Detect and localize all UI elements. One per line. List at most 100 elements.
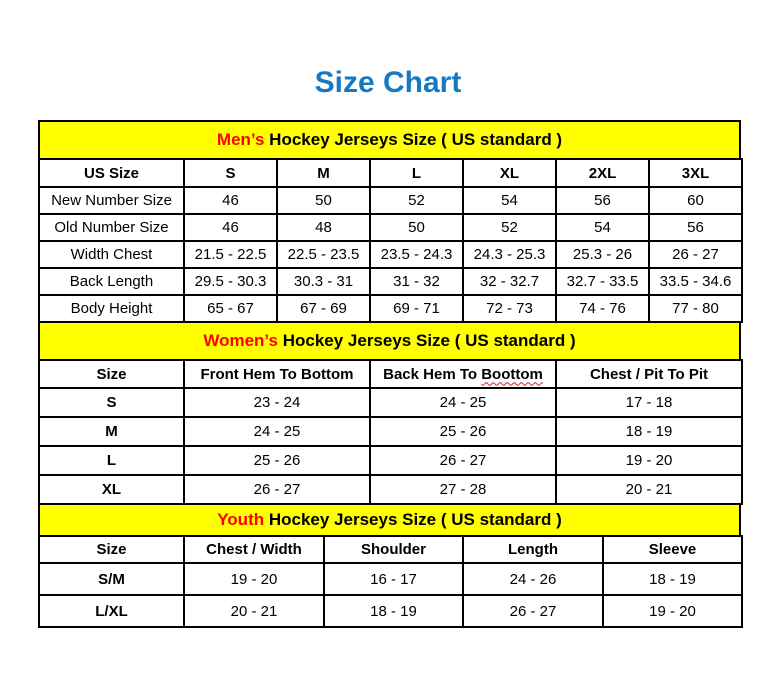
youth-banner-rest: Hockey Jerseys Size ( US standard ) [264,510,562,529]
column-header: Front Hem To Bottom [183,359,371,389]
youth-banner-text: Youth Hockey Jerseys Size ( US standard … [217,510,562,530]
column-header: M [276,158,371,188]
size-value-cell: 25 - 26 [183,445,371,476]
size-value-cell: 29.5 - 30.3 [183,267,278,296]
column-header: 3XL [648,158,743,188]
size-value-cell: 74 - 76 [555,294,650,323]
size-value-cell: 20 - 21 [183,594,325,628]
size-value-cell: 33.5 - 34.6 [648,267,743,296]
women-banner-highlight: Women’s [203,331,278,350]
size-value-cell: 67 - 69 [276,294,371,323]
column-header-misspelled: Back Hem To Boottom [369,359,557,389]
size-value-cell: 46 [183,213,278,242]
table-row: L 25 - 26 26 - 27 19 - 20 [38,445,743,476]
size-value-cell: 17 - 18 [555,387,743,418]
table-row: XL 26 - 27 27 - 28 20 - 21 [38,474,743,505]
size-value-cell: 23.5 - 24.3 [369,240,464,269]
table-row: S 23 - 24 24 - 25 17 - 18 [38,387,743,418]
table-row: Body Height 65 - 67 67 - 69 69 - 71 72 -… [38,294,743,323]
row-label: L [38,445,185,476]
size-value-cell: 48 [276,213,371,242]
row-label: M [38,416,185,447]
column-header: Length [462,535,604,564]
table-row: L/XL 20 - 21 18 - 19 26 - 27 19 - 20 [38,594,743,628]
size-value-cell: 19 - 20 [555,445,743,476]
size-value-cell: 26 - 27 [648,240,743,269]
row-label: Width Chest [38,240,185,269]
column-header: Size [38,535,185,564]
table-row: S/M 19 - 20 16 - 17 24 - 26 18 - 19 [38,562,743,596]
size-value-cell: 23 - 24 [183,387,371,418]
size-value-cell: 31 - 32 [369,267,464,296]
column-header: US Size [38,158,185,188]
column-header: Chest / Width [183,535,325,564]
size-value-cell: 32 - 32.7 [462,267,557,296]
column-header: L [369,158,464,188]
size-value-cell: 56 [648,213,743,242]
men-section-banner: Men’s Hockey Jerseys Size ( US standard … [38,120,741,160]
header-text-prefix: Back Hem To [383,365,482,383]
size-value-cell: 18 - 19 [602,562,743,596]
women-banner-rest: Hockey Jerseys Size ( US standard ) [277,331,576,350]
youth-banner-highlight: Youth [217,510,265,529]
women-size-table: Size Front Hem To Bottom Back Hem To Boo… [38,359,743,505]
size-value-cell: 25 - 26 [369,416,557,447]
size-value-cell: 52 [462,213,557,242]
row-label: Body Height [38,294,185,323]
size-value-cell: 60 [648,186,743,215]
men-banner-rest: Hockey Jerseys Size ( US standard ) [264,130,563,149]
size-value-cell: 24 - 25 [183,416,371,447]
men-size-table: US Size S M L XL 2XL 3XL New Number Size… [38,158,743,323]
table-row: Back Length 29.5 - 30.3 30.3 - 31 31 - 3… [38,267,743,296]
size-value-cell: 77 - 80 [648,294,743,323]
women-banner-text: Women’s Hockey Jerseys Size ( US standar… [203,331,575,351]
column-header: S [183,158,278,188]
page-title: Size Chart [314,66,462,99]
row-label: S/M [38,562,185,596]
size-value-cell: 24 - 26 [462,562,604,596]
table-row: New Number Size 46 50 52 54 56 60 [38,186,743,215]
women-section-banner: Women’s Hockey Jerseys Size ( US standar… [38,321,741,361]
youth-header-row: Size Chest / Width Shoulder Length Sleev… [38,535,743,564]
size-value-cell: 30.3 - 31 [276,267,371,296]
youth-size-table: Size Chest / Width Shoulder Length Sleev… [38,535,743,628]
size-chart-container: Men’s Hockey Jerseys Size ( US standard … [38,120,743,628]
size-value-cell: 26 - 27 [462,594,604,628]
column-header: Size [38,359,185,389]
size-value-cell: 24 - 25 [369,387,557,418]
size-value-cell: 19 - 20 [602,594,743,628]
size-value-cell: 54 [555,213,650,242]
size-value-cell: 26 - 27 [369,445,557,476]
size-value-cell: 69 - 71 [369,294,464,323]
size-value-cell: 27 - 28 [369,474,557,505]
misspelled-word: Boottom [481,365,543,383]
row-label: New Number Size [38,186,185,215]
size-value-cell: 54 [462,186,557,215]
table-row: Old Number Size 46 48 50 52 54 56 [38,213,743,242]
size-value-cell: 50 [276,186,371,215]
size-value-cell: 65 - 67 [183,294,278,323]
table-row: M 24 - 25 25 - 26 18 - 19 [38,416,743,447]
size-value-cell: 16 - 17 [323,562,464,596]
women-header-row: Size Front Hem To Bottom Back Hem To Boo… [38,359,743,389]
row-label: Back Length [38,267,185,296]
row-label: S [38,387,185,418]
size-value-cell: 18 - 19 [555,416,743,447]
size-value-cell: 22.5 - 23.5 [276,240,371,269]
size-value-cell: 26 - 27 [183,474,371,505]
size-value-cell: 20 - 21 [555,474,743,505]
size-value-cell: 19 - 20 [183,562,325,596]
column-header: XL [462,158,557,188]
men-banner-highlight: Men’s [216,130,265,149]
men-header-row: US Size S M L XL 2XL 3XL [38,158,743,188]
column-header: 2XL [555,158,650,188]
size-value-cell: 52 [369,186,464,215]
row-label: XL [38,474,185,505]
table-row: Width Chest 21.5 - 22.5 22.5 - 23.5 23.5… [38,240,743,269]
column-header: Sleeve [602,535,743,564]
youth-section-banner: Youth Hockey Jerseys Size ( US standard … [38,503,741,537]
size-value-cell: 24.3 - 25.3 [462,240,557,269]
men-banner-text: Men’s Hockey Jerseys Size ( US standard … [217,130,562,150]
size-value-cell: 56 [555,186,650,215]
